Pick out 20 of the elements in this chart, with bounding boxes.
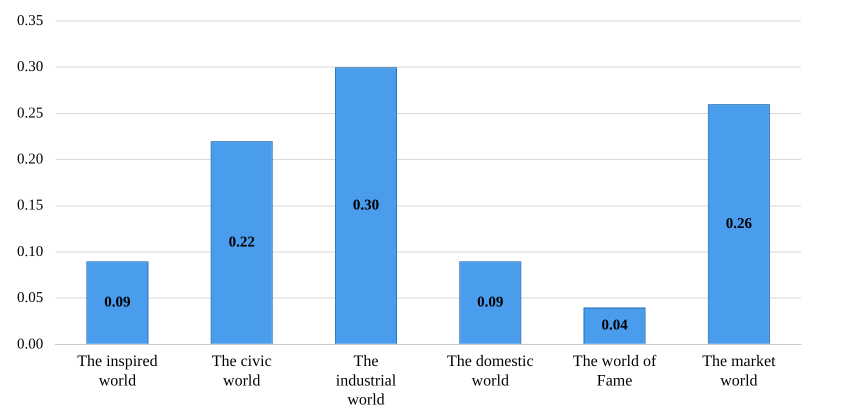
- y-tick-label: 0.10: [17, 244, 44, 260]
- data-label: 0.22: [228, 234, 255, 250]
- data-label: 0.30: [352, 197, 380, 214]
- y-tick-label: 0.30: [17, 59, 44, 76]
- data-label: 0.26: [726, 216, 752, 232]
- x-tick-label: The domestic world: [446, 353, 534, 390]
- x-tick-label: The market world: [702, 353, 776, 390]
- y-tick-label: 0.20: [17, 152, 44, 168]
- data-label: 0.09: [477, 294, 504, 310]
- x-tick-label: The civic world: [212, 353, 272, 390]
- y-tick-label: 0.35: [17, 12, 44, 29]
- y-tick-label: 0.25: [17, 105, 44, 122]
- x-tick-label: The inspired world: [77, 353, 158, 390]
- x-tick-label: The industrial world: [336, 353, 397, 409]
- data-label: 0.04: [601, 318, 628, 334]
- y-tick-label: 0.15: [17, 198, 44, 214]
- data-label: 0.09: [104, 294, 131, 310]
- x-tick-label: The world of Fame: [572, 353, 657, 390]
- y-tick-label: 0.05: [17, 290, 44, 306]
- y-tick-label: 0.00: [17, 336, 44, 352]
